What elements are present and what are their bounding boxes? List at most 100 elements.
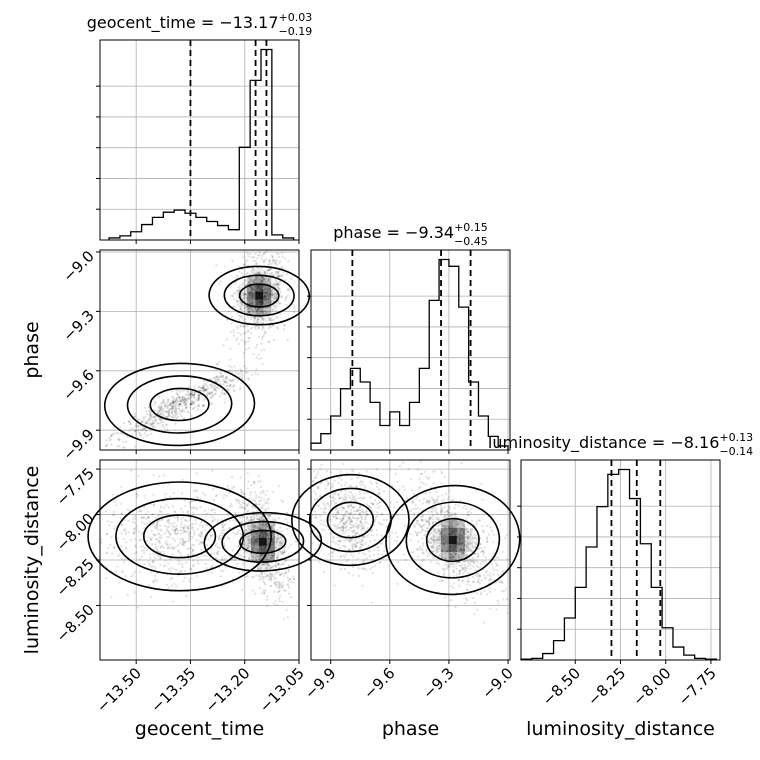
sample-point (189, 403, 192, 406)
sample-point (131, 520, 135, 524)
sample-point (439, 512, 442, 515)
sample-point (252, 510, 255, 513)
sample-point (133, 515, 136, 518)
sample-point (244, 342, 247, 346)
sample-point (260, 325, 264, 328)
sample-point (184, 499, 187, 502)
sample-point (464, 504, 467, 507)
sample-point (376, 511, 379, 514)
sample-point (425, 475, 428, 479)
sample-point (201, 386, 204, 390)
sample-point (404, 558, 407, 562)
sample-point (273, 295, 277, 298)
sample-point (232, 485, 236, 488)
sample-point (235, 274, 239, 278)
sample-point (479, 592, 483, 596)
sample-point (472, 565, 475, 568)
sample-point (349, 512, 352, 515)
sample-point (246, 252, 249, 255)
sample-point (275, 603, 278, 607)
sample-point (254, 327, 257, 330)
sample-point (116, 565, 119, 568)
sample-point (469, 559, 472, 562)
density-cell (448, 520, 457, 528)
sample-point (182, 526, 185, 529)
sample-point (248, 336, 251, 340)
sample-point (432, 514, 435, 517)
sample-point (257, 574, 260, 577)
sample-point (215, 390, 218, 393)
sample-point (355, 519, 358, 522)
sample-point (426, 554, 429, 557)
sample-point (352, 498, 355, 501)
sample-point (271, 256, 274, 259)
sample-point (224, 376, 227, 379)
sample-point (411, 507, 415, 511)
sample-point (123, 518, 126, 521)
sample-point (238, 375, 241, 378)
sample-point (233, 365, 236, 368)
sample-point (350, 491, 353, 494)
sample-point (287, 568, 290, 572)
sample-point (203, 388, 206, 392)
sample-point (344, 546, 347, 549)
sample-point (480, 483, 483, 486)
sample-point (145, 517, 148, 520)
sample-point (239, 307, 243, 310)
sample-point (268, 259, 271, 262)
sample-point (171, 537, 174, 540)
sample-point (111, 433, 114, 436)
sample-point (125, 435, 128, 438)
sample-point (449, 599, 452, 602)
sample-point (125, 530, 128, 533)
sample-point (277, 252, 280, 256)
sample-point (201, 532, 204, 535)
sample-point (180, 517, 183, 521)
sample-point (169, 404, 172, 407)
sample-point (403, 553, 406, 556)
sample-point (155, 545, 158, 549)
sample-point (143, 552, 146, 555)
sample-point (179, 398, 182, 401)
sample-point (314, 476, 317, 480)
sample-point (293, 577, 296, 581)
sample-point (363, 567, 366, 571)
sample-point (466, 511, 469, 514)
sample-point (165, 540, 168, 543)
sample-point (361, 561, 364, 564)
sample-point (175, 569, 178, 572)
x-tick-label: −9.3 (419, 664, 457, 702)
sample-point (413, 525, 416, 528)
sample-point (181, 410, 184, 413)
sample-point (272, 308, 275, 311)
sample-point (265, 508, 268, 511)
sample-point (506, 558, 509, 561)
sample-point (111, 513, 115, 516)
sample-point (200, 386, 203, 389)
sample-point (314, 548, 317, 551)
sample-point (258, 587, 262, 590)
sample-point (108, 439, 111, 442)
sample-point (179, 538, 182, 541)
sample-point (247, 310, 250, 314)
sample-point (378, 501, 382, 504)
sample-point (221, 531, 224, 534)
sample-point (135, 424, 138, 427)
x-tick-label: −13.20 (202, 664, 254, 716)
sample-point (186, 390, 189, 393)
data-layer (87, 40, 718, 660)
sample-point (208, 392, 211, 395)
sample-point (181, 395, 185, 398)
sample-point (171, 415, 174, 418)
sample-point (147, 510, 150, 514)
sample-point (410, 478, 413, 481)
sample-point (145, 413, 148, 416)
sample-point (263, 498, 266, 501)
sample-point (161, 402, 164, 405)
sample-point (250, 317, 253, 320)
sample-point (236, 531, 239, 534)
sample-point (228, 519, 231, 522)
sample-point (246, 308, 249, 311)
sample-point (375, 528, 378, 532)
sample-point (165, 410, 169, 413)
